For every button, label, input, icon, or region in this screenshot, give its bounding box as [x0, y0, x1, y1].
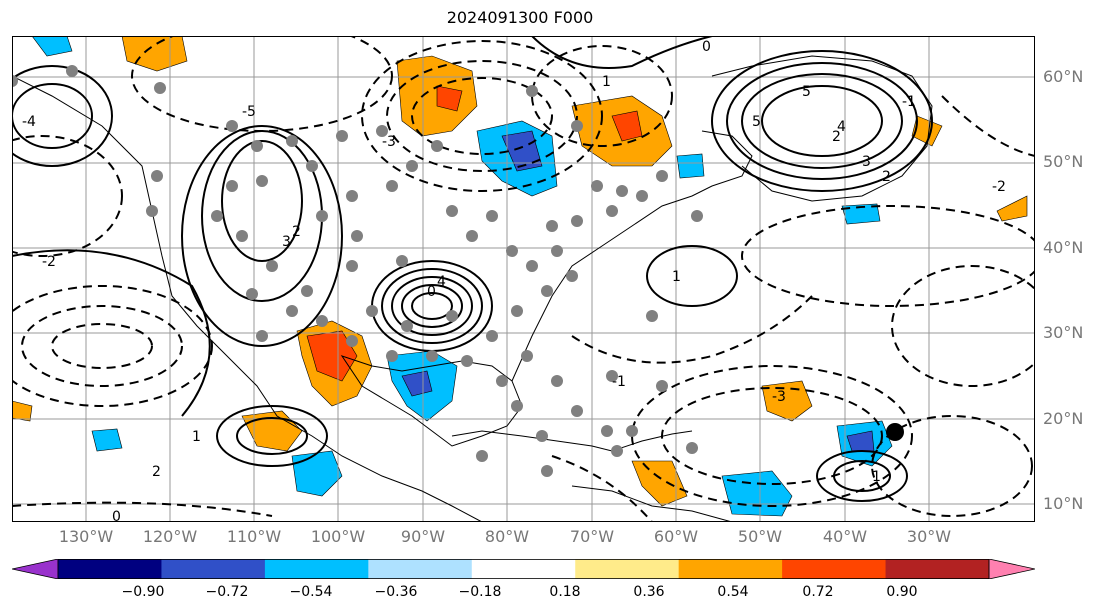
- contour-label: 2: [882, 169, 891, 185]
- colorbar-extend-low: [12, 559, 59, 579]
- lat-label: 10°N: [1043, 494, 1084, 513]
- contour-label: 3: [862, 154, 871, 170]
- contour-label: -3: [382, 134, 396, 150]
- contour-label: -4: [22, 114, 36, 130]
- lat-label: 50°N: [1043, 152, 1084, 171]
- lon-label: 30°W: [906, 527, 952, 546]
- colorbar-segment: [885, 559, 990, 579]
- colorbar-tick: −0.90: [121, 584, 165, 600]
- contour-label: -2: [42, 254, 56, 270]
- contour-label: 4: [837, 119, 846, 135]
- contour-label: 4: [437, 274, 446, 290]
- colorbar-segment: [471, 559, 576, 579]
- colorbar-segment: [782, 559, 887, 579]
- lon-label: 40°W: [822, 527, 868, 546]
- colorbar-tick: −0.18: [458, 584, 502, 600]
- colorbar-extend-high: [988, 559, 1035, 579]
- colorbar-segment: [264, 559, 369, 579]
- contour-label: -5: [242, 104, 256, 120]
- station-markers: [12, 65, 703, 477]
- contour-label: 1: [192, 429, 201, 445]
- contour-label: -2: [992, 179, 1006, 195]
- contour-label: 1: [602, 74, 611, 90]
- graticule: [12, 36, 1035, 522]
- map-title: 2024091300 F000: [446, 8, 594, 27]
- colorbar: [12, 559, 1035, 579]
- contour-labels: 0 1 2 3 4 5 -1 -2 -3 -4 -5 0 1 2 5 4 3 2…: [22, 39, 1006, 522]
- storm-center-marker: [886, 423, 904, 441]
- lon-label: 130°W: [58, 527, 114, 546]
- colorbar-segment: [58, 559, 162, 579]
- contour-label: 2: [832, 129, 841, 145]
- contour-label: 5: [752, 114, 761, 130]
- contour-label: 2: [152, 464, 161, 480]
- contour-label: 0: [702, 39, 711, 55]
- colorbar-tick: 0.54: [717, 584, 749, 600]
- lat-label: 40°N: [1043, 238, 1084, 257]
- lon-label: 110°W: [226, 527, 282, 546]
- contour-label: 1: [672, 269, 681, 285]
- lon-label: 100°W: [310, 527, 366, 546]
- colorbar-tick: 0.36: [633, 584, 665, 600]
- colorbar-frame: [57, 559, 990, 579]
- contour-label: -1: [902, 94, 916, 110]
- colorbar-tick: 0.90: [886, 584, 918, 600]
- contour-label: -1: [612, 374, 626, 390]
- lon-label: 70°W: [569, 527, 615, 546]
- contour-label: 5: [802, 84, 811, 100]
- contour-label: 3: [282, 234, 291, 250]
- contour-label: 0: [112, 509, 121, 522]
- lat-label: 20°N: [1043, 409, 1084, 428]
- lat-label: 30°N: [1043, 323, 1084, 342]
- colorbar-segment: [368, 559, 473, 579]
- contour-label: 2: [292, 224, 301, 240]
- colorbar-tick: −0.36: [374, 584, 418, 600]
- contour-label: -3: [772, 389, 786, 405]
- lat-label: 60°N: [1043, 67, 1084, 86]
- shaded-anomalies: [12, 36, 1028, 517]
- lon-label: 120°W: [142, 527, 198, 546]
- colorbar-segment: [678, 559, 783, 579]
- lon-label: 80°W: [484, 527, 530, 546]
- lon-label: 60°W: [653, 527, 699, 546]
- colorbar-tick: 0.18: [549, 584, 581, 600]
- lon-label: 50°W: [737, 527, 783, 546]
- colorbar-segment: [161, 559, 266, 579]
- colorbar-tick: −0.54: [289, 584, 333, 600]
- contour-label: 1: [872, 469, 881, 485]
- dashed-contours: [12, 36, 1035, 522]
- contour-label: 0: [427, 284, 436, 300]
- map-panel: 0 1 2 3 4 5 -1 -2 -3 -4 -5 0 1 2 5 4 3 2…: [12, 36, 1035, 522]
- lon-label: 90°W: [400, 527, 446, 546]
- colorbar-tick: 0.72: [802, 584, 834, 600]
- colorbar-tick: −0.72: [205, 584, 249, 600]
- solid-contours: [12, 36, 933, 502]
- colorbar-segment: [575, 559, 680, 579]
